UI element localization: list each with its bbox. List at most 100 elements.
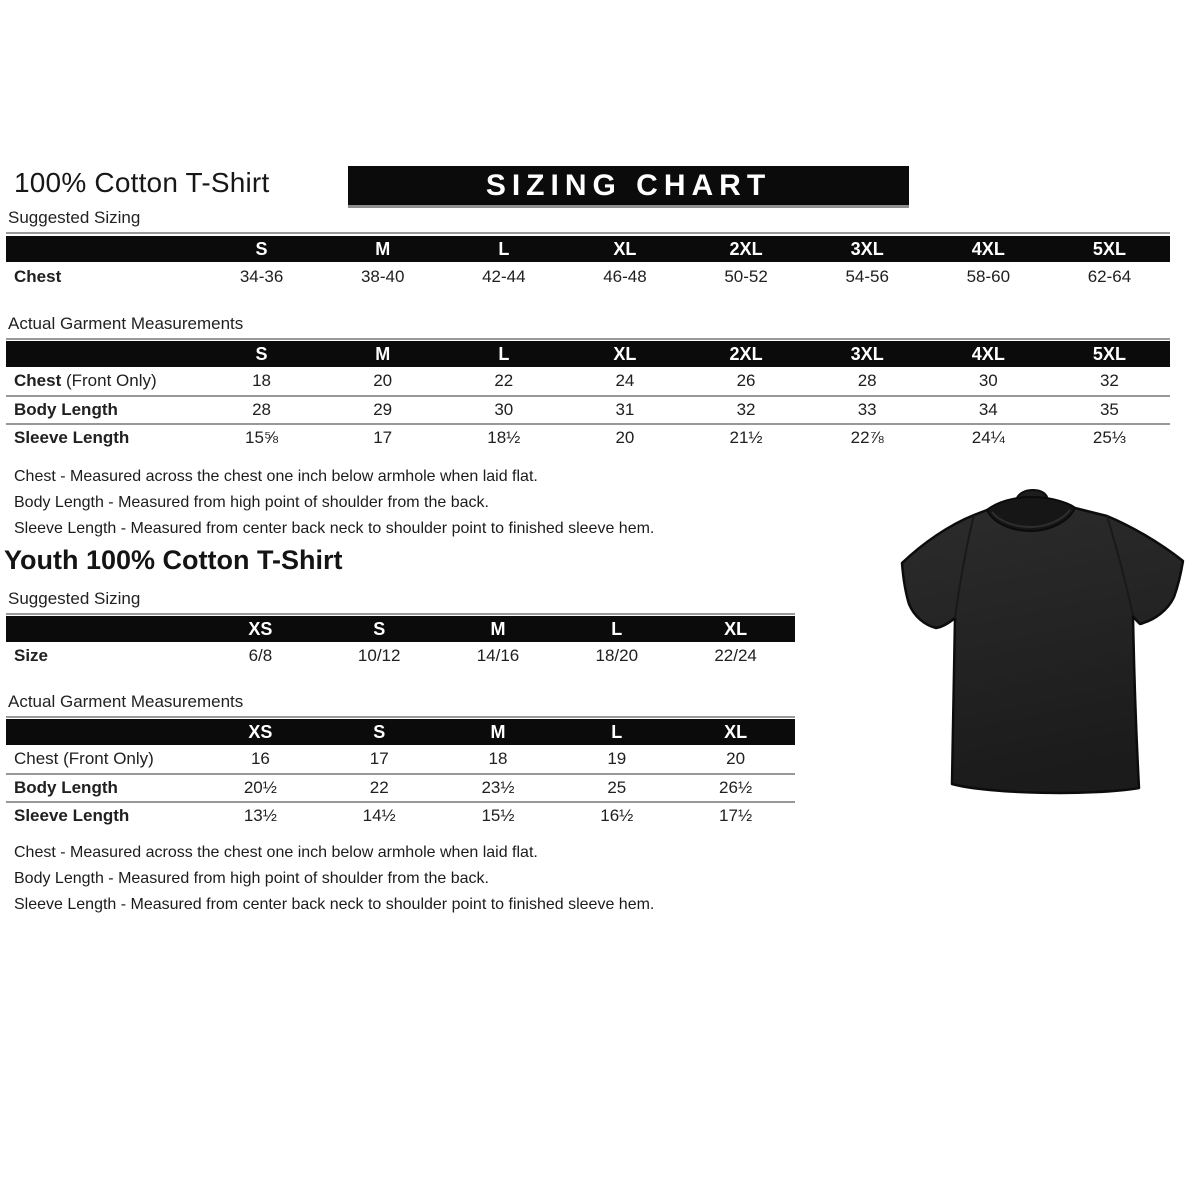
table-cell: 18/20 [595,646,639,665]
table-cell: 22⅞ [850,428,884,447]
row-label: Body Length [14,400,118,419]
note-sleeve-length: Sleeve Length - Measured from center bac… [14,896,655,913]
note-sleeve-length: Sleeve Length - Measured from center bac… [14,520,655,537]
size-column-header: L [498,238,510,259]
table-cell: 19 [607,749,627,768]
size-column-header: XS [248,618,273,639]
black-tshirt-image [893,470,1193,805]
row-label: Chest [14,267,62,286]
size-column-header: 5XL [1092,238,1126,259]
table-cell: 20 [615,428,635,447]
table-cell: 58-60 [966,267,1011,286]
size-column-header: M [490,618,506,639]
row-label: Body Length [14,778,118,797]
row-label: Chest (Front Only) [14,749,154,768]
table-cell: 26½ [719,778,753,797]
row-label: Sleeve Length [14,428,130,447]
size-column-header: 2XL [729,343,763,364]
table-cell: 16½ [600,806,634,825]
table-cell: 18 [252,371,272,390]
table-cell: 10/12 [357,646,401,665]
row-label-main: Chest [14,371,62,390]
table-row: Chest (Front Only) 16 17 18 19 20 [6,745,795,773]
size-column-header: XS [248,721,273,742]
table-cell: 23½ [481,778,515,797]
table-cell: 28 [252,400,272,419]
table-cell: 20 [373,371,393,390]
table-cell: 34-36 [239,267,284,286]
table-cell: 50-52 [724,267,768,286]
page-title: 100% Cotton T-Shirt [14,167,270,198]
size-column-header: XL [613,238,637,259]
table-row: Sleeve Length 15⅝ 17 18½ 20 21½ 22⅞ 24¼ … [6,423,1170,451]
size-column-header: L [498,343,510,364]
table-row: Body Length 28 29 30 31 32 33 34 35 [6,395,1170,423]
table-cell: 20 [726,749,746,768]
youth-section-title: Youth 100% Cotton T-Shirt [4,545,343,575]
adult-suggested-sizing-label: Suggested Sizing [6,208,1170,234]
table-cell: 14/16 [476,646,520,665]
row-label: Sleeve Length [14,806,130,825]
size-column-header: L [611,618,623,639]
row-label: Size [14,646,49,665]
note-chest: Chest - Measured across the chest one in… [14,468,538,485]
row-label: Chest (Front Only) [6,371,201,391]
youth-actual-measurements-label: Actual Garment Measurements [6,692,795,718]
table-cell: 21½ [729,428,763,447]
table-cell: 31 [615,400,635,419]
table-cell: 33 [857,400,877,419]
table-cell: 24 [615,371,635,390]
table-cell: 46-48 [603,267,647,286]
size-column-header: M [490,721,506,742]
table-cell: 22 [369,778,389,797]
table-cell: 25⅓ [1092,428,1126,447]
table-cell: 18 [488,749,508,768]
table-row: Size 6/8 10/12 14/16 18/20 22/24 [6,642,795,670]
table-row: Chest (Front Only) 18 20 22 24 26 28 30 … [6,367,1170,395]
size-column-header: S [373,618,386,639]
table-cell: 30 [978,371,998,390]
table-header-row: XS S M L XL [6,719,795,745]
table-cell: 22 [494,371,514,390]
table-cell: 20½ [243,778,277,797]
table-cell: 6/8 [248,646,273,665]
size-column-header: S [373,721,386,742]
table-cell: 30 [494,400,514,419]
size-column-header: 2XL [729,238,763,259]
table-cell: 15⅝ [245,428,279,447]
table-row: Sleeve Length 13½ 14½ 15½ 16½ 17½ [6,801,795,829]
table-cell: 35 [1099,400,1119,419]
adult-actual-measurements-table: S M L XL 2XL 3XL 4XL 5XL Chest (Front On… [6,341,1170,451]
table-header-row: XS S M L XL [6,616,795,642]
size-column-header: M [375,238,391,259]
table-cell: 22/24 [714,646,757,665]
table-cell: 38-40 [360,267,405,286]
table-header-row: S M L XL 2XL 3XL 4XL 5XL [6,341,1170,367]
table-cell: 54-56 [845,267,889,286]
row-label-suffix: (Front Only) [61,371,157,390]
table-cell: 16 [250,749,270,768]
table-cell: 28 [857,371,877,390]
youth-suggested-sizing-table: XS S M L XL Size 6/8 10/12 14/16 18/20 2… [6,616,795,670]
table-cell: 25 [607,778,627,797]
table-cell: 42-44 [482,267,526,286]
table-cell: 24¼ [971,428,1005,447]
size-column-header: 5XL [1092,343,1126,364]
size-column-header: XL [724,618,748,639]
size-column-header: S [255,343,268,364]
sizing-chart-banner: SIZING CHART [348,166,909,208]
table-cell: 17½ [719,806,753,825]
table-cell: 34 [978,400,998,419]
size-column-header: 3XL [850,343,884,364]
size-column-header: XL [724,721,748,742]
note-body-length: Body Length - Measured from high point o… [14,494,489,511]
size-column-header: 4XL [971,343,1005,364]
table-cell: 14½ [362,806,396,825]
size-column-header: M [375,343,391,364]
sizing-chart-banner-text: SIZING CHART [485,168,772,202]
size-column-header: 3XL [850,238,884,259]
note-body-length: Body Length - Measured from high point o… [14,870,489,887]
table-header-row: S M L XL 2XL 3XL 4XL 5XL [6,236,1170,262]
adult-actual-measurements-label: Actual Garment Measurements [6,314,1170,340]
table-cell: 32 [736,400,756,419]
